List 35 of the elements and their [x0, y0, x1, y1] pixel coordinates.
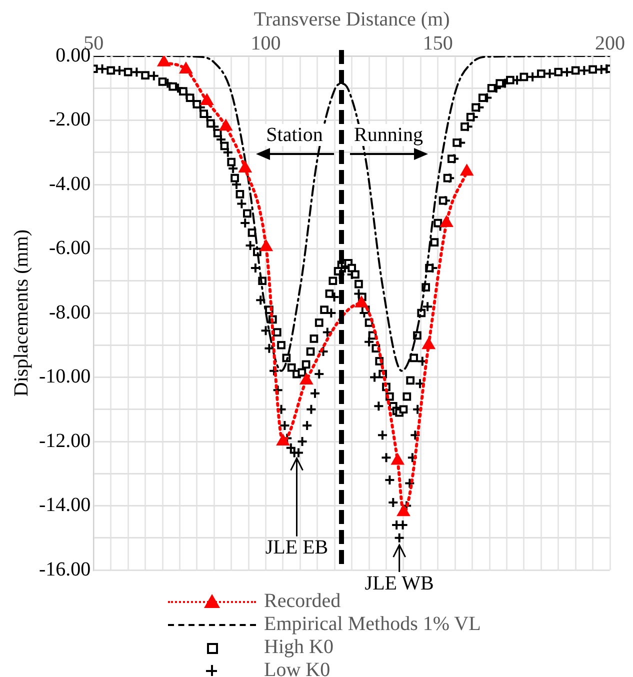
legend-label: Recorded: [264, 590, 341, 613]
annotation: JLE WB: [364, 572, 434, 594]
point: [460, 164, 474, 176]
y-tick-label: -12.00: [38, 430, 91, 452]
point: [354, 296, 368, 308]
x-tick-label: 150: [422, 32, 453, 54]
point: [422, 338, 436, 350]
point: [276, 434, 290, 446]
point: [200, 93, 214, 105]
legend-label: Low K0: [264, 659, 330, 677]
annotation: Station: [256, 124, 334, 146]
annotation: Running: [350, 124, 428, 146]
x-tick-label: 200: [595, 32, 625, 54]
point: [238, 160, 252, 172]
y-tick-label: -16.00: [38, 558, 91, 580]
point: [440, 216, 454, 228]
point: [396, 504, 410, 516]
x-axis-title: Transverse Distance (m): [254, 8, 450, 30]
y-tick-label: -6.00: [48, 237, 91, 259]
y-tick-label: -14.00: [38, 494, 91, 516]
y-tick-label: -8.00: [48, 301, 91, 324]
annotation: JLE EB: [265, 536, 328, 559]
y-tick-label: -4.00: [48, 172, 91, 195]
point: [260, 240, 273, 252]
y-axis-title: Displacements (mm): [10, 229, 32, 397]
y-tick-label: -10.00: [38, 366, 91, 388]
point: [219, 119, 232, 131]
legend-label: High K0: [264, 636, 334, 659]
legend-label: Empirical Methods 1% VL: [264, 613, 481, 636]
point: [300, 372, 313, 384]
point: [157, 56, 170, 66]
point: [179, 62, 192, 74]
point: [391, 453, 404, 465]
y-tick-label: -2.00: [48, 108, 91, 130]
x-tick-label: 100: [250, 32, 281, 54]
